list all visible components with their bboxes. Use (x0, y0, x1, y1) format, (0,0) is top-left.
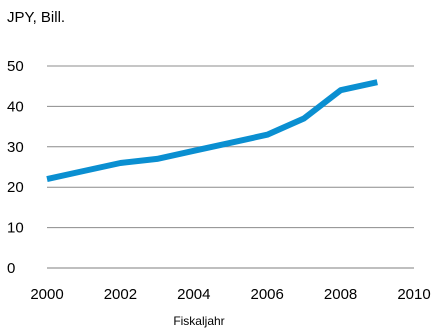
x-tick-label: 2004 (177, 286, 210, 303)
y-tick-label: 50 (7, 58, 24, 75)
x-axis-title: Fiskaljahr (173, 314, 224, 328)
x-tick-label: 2002 (104, 286, 137, 303)
y-tick-label: 40 (7, 98, 24, 115)
y-tick-label: 30 (7, 139, 24, 156)
gridlines (47, 65, 414, 269)
y-tick-label: 10 (7, 220, 24, 237)
series-layer (46, 79, 378, 183)
y-axis-unit-label: JPY, Bill. (7, 9, 65, 26)
series-line-0 (46, 79, 378, 183)
x-tick-label: 2006 (251, 286, 284, 303)
x-axis-tick-labels: 2000 2002 2004 2006 2008 2010 (30, 286, 430, 303)
x-tick-label: 2010 (397, 286, 430, 303)
y-axis-tick-labels: 0 10 20 30 40 50 (7, 58, 24, 277)
y-tick-label: 0 (7, 260, 15, 277)
x-tick-label: 2000 (30, 286, 63, 303)
y-tick-label: 20 (7, 179, 24, 196)
x-tick-label: 2008 (324, 286, 357, 303)
